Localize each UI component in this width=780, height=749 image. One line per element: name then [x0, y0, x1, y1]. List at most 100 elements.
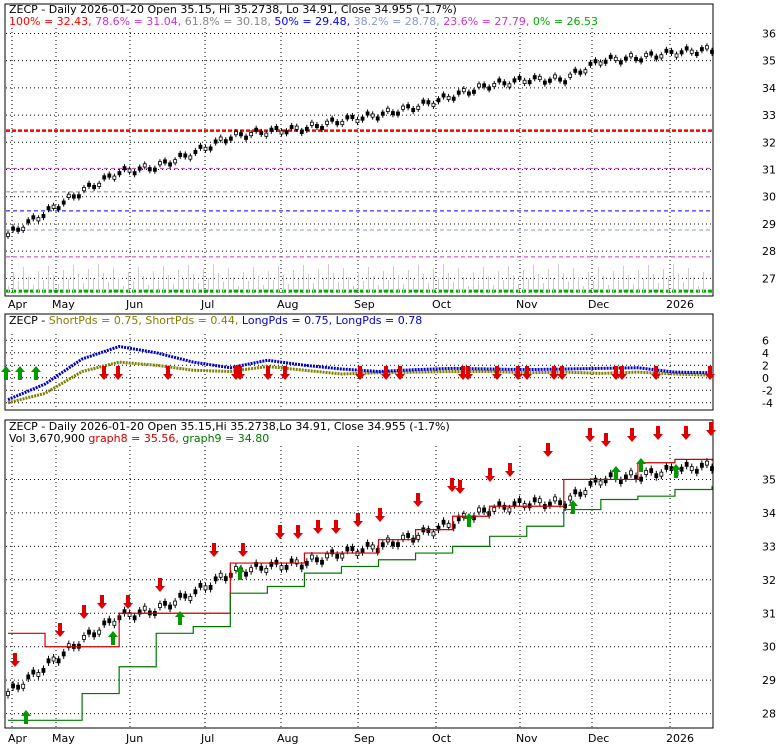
- top-price-candle-body: [472, 89, 476, 94]
- bottom-x-tick: Nov: [516, 732, 538, 745]
- bottom-x-tick: Apr: [8, 732, 28, 745]
- sell-arrow: [455, 480, 465, 494]
- volume-bar: [213, 264, 214, 292]
- bottom-price-candle-body: [512, 501, 517, 507]
- sell-arrow: [505, 463, 515, 477]
- top-price-candle-body: [26, 219, 31, 224]
- volume-bar: [698, 286, 699, 292]
- top-price-candle-body: [320, 126, 324, 131]
- buy-arrow: [21, 710, 31, 724]
- volume-bar: [143, 276, 144, 292]
- volume-bar: [473, 272, 474, 292]
- volume-bar: [603, 276, 604, 292]
- volume-bar: [18, 281, 19, 292]
- top-price-candle-body: [578, 70, 583, 75]
- bottom-price-candle-body: [355, 551, 360, 557]
- top-price-candle-body: [71, 194, 76, 199]
- bottom-price-candle-body: [325, 553, 329, 559]
- top-price-candle-body: [527, 80, 532, 85]
- top-price-candle-body: [152, 167, 157, 172]
- sell-arrow: [463, 366, 473, 380]
- fib-legend-entry-6: 0% = 26.53: [529, 15, 598, 28]
- bottom-price-candle-body: [102, 620, 107, 626]
- volume-bar: [428, 283, 429, 292]
- top-price-candle-body: [705, 45, 709, 50]
- bottom-price-candle-body: [294, 559, 299, 565]
- buy-arrow: [611, 466, 621, 480]
- sell-arrow: [543, 443, 553, 457]
- volume-bar: [58, 284, 59, 292]
- volume-bar: [333, 273, 334, 292]
- sell-arrow: [209, 543, 219, 557]
- volume-bar: [508, 266, 509, 292]
- sell-arrow: [601, 433, 611, 447]
- bottom-price-candle-body: [183, 593, 188, 599]
- fib-legend-entry-1: 78.6% = 31.04,: [92, 15, 182, 28]
- indicator-legend: ZECP - ShortPds = 0.75, ShortPds = 0.44,…: [9, 314, 422, 327]
- top-y-tick: 32: [762, 136, 776, 149]
- bottom-price-candle-body: [431, 531, 436, 537]
- volume-bar: [78, 274, 79, 292]
- top-price-candle-body: [583, 69, 588, 74]
- bottom-price-candle-body: [482, 507, 486, 513]
- buy-arrow: [15, 366, 25, 380]
- top-price-candle-body: [694, 51, 699, 57]
- volume-bar: [618, 280, 619, 292]
- bottom-price-candle-body: [26, 674, 31, 680]
- top-y-tick: 36: [762, 27, 776, 40]
- volume-bar: [253, 267, 254, 292]
- top-price-candle-body: [613, 56, 618, 61]
- top-price-candle-body: [269, 127, 274, 132]
- fib-lines: [6, 129, 712, 293]
- sell-arrow: [485, 468, 495, 482]
- bottom-price-candle-body: [583, 490, 588, 495]
- bottom-price-candle-body: [274, 559, 279, 565]
- top-price-candle-body: [623, 56, 628, 61]
- volume-bar: [528, 279, 529, 292]
- top-price-candle-body: [689, 49, 694, 54]
- middle-y-tick: 6: [762, 334, 769, 347]
- volume-bar: [633, 284, 634, 292]
- bottom-price-candle-body: [380, 542, 385, 548]
- volume-bar: [23, 267, 24, 292]
- top-price-candle-body: [558, 77, 562, 82]
- top-price-candle-body: [6, 232, 10, 237]
- bottom-y-tick: 35: [762, 473, 776, 486]
- volume-bar: [638, 270, 639, 292]
- volume-bar: [613, 271, 614, 292]
- bottom-price-candle-body: [629, 470, 633, 476]
- top-price-candle-body: [659, 54, 664, 59]
- bottom-price-candle-body: [31, 669, 36, 675]
- bottom-price-candle-body: [507, 507, 512, 513]
- sell-arrow: [99, 366, 109, 380]
- top-price-candle-body: [365, 111, 370, 116]
- bottom-price-candle-body: [497, 501, 502, 507]
- bottom-x-tick: Dec: [588, 732, 609, 745]
- volume-bar: [353, 286, 354, 292]
- volume-bar: [238, 286, 239, 292]
- top-price-candle-body: [218, 136, 223, 141]
- sell-arrow: [113, 366, 123, 380]
- bottom-y-tick: 30: [762, 641, 776, 654]
- top-price-candle-body: [137, 166, 142, 171]
- sell-arrow: [395, 366, 405, 380]
- volume-bar: [328, 264, 329, 292]
- bottom-price-candle-body: [553, 496, 557, 502]
- top-price-candle-body: [107, 173, 112, 178]
- indicator-legend-entry-2: ShortPds = 0.44,: [142, 314, 239, 327]
- volume-bar: [168, 275, 169, 292]
- volume-bar: [643, 279, 644, 292]
- sell-arrow: [353, 513, 363, 527]
- top-price-candle-body: [710, 49, 714, 54]
- top-price-candle-body: [639, 58, 643, 63]
- top-price-candle-body: [416, 105, 421, 110]
- bottom-price-candle-body: [244, 571, 248, 577]
- bottom-price-candle-body: [279, 565, 284, 571]
- bottom-price-candle-body: [694, 468, 699, 474]
- volume-bar: [103, 273, 104, 292]
- volume-bar: [288, 284, 289, 292]
- top-price-candle-body: [629, 53, 633, 58]
- sell-arrow: [275, 525, 285, 539]
- bottom-price-candle-body: [36, 672, 41, 677]
